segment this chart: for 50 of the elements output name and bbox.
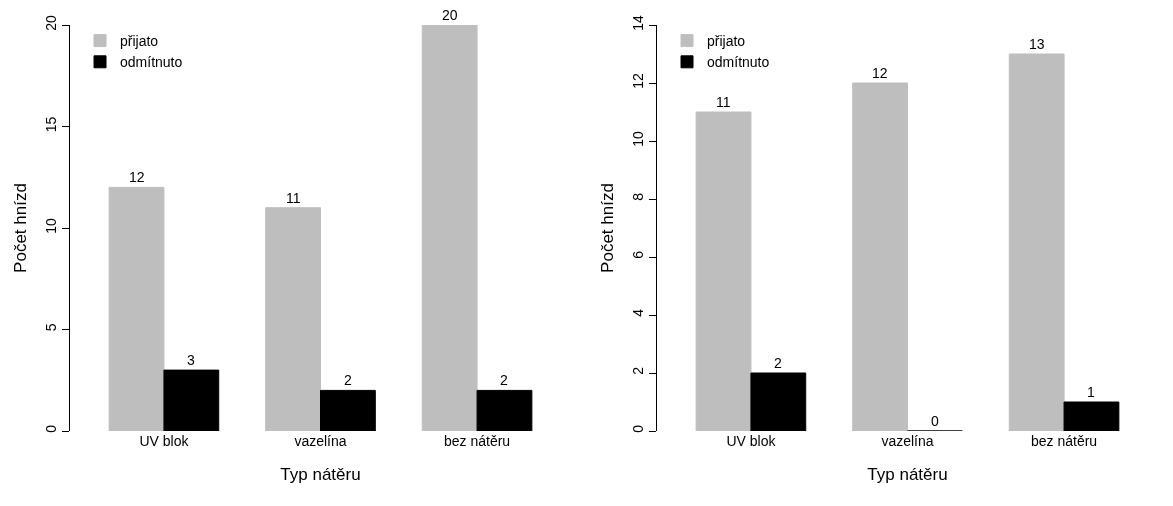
y-tick-label: 6 [630, 250, 647, 259]
y-tick-label: 4 [630, 308, 647, 317]
bar [265, 207, 321, 431]
data-label: 11 [716, 94, 731, 110]
x-tick-label: UV blok [139, 433, 190, 449]
y-tick-label: 8 [630, 192, 647, 201]
data-label: 0 [931, 413, 939, 429]
data-label: 2 [500, 372, 508, 388]
y-tick-label: 15 [43, 116, 60, 133]
x-tick-label: bez nátěru [1030, 433, 1098, 449]
y-tick-label: 0 [630, 424, 647, 433]
y-tick-label: 12 [630, 72, 647, 89]
x-tick-label: UV blok [726, 433, 777, 449]
data-label: 1 [1087, 384, 1095, 400]
y-axis-title: Počet hnízd [10, 183, 30, 273]
y-tick-label: 0 [43, 424, 60, 433]
legend-label: přijato [707, 33, 746, 50]
y-tick-label: 10 [630, 130, 647, 147]
y-tick-label: 20 [43, 14, 60, 31]
data-label: 11 [286, 190, 301, 206]
bar [476, 389, 533, 431]
data-label: 2 [774, 355, 782, 371]
legend-label: odmítnuto [707, 54, 770, 71]
bar [1063, 401, 1120, 431]
data-label: 2 [344, 372, 352, 388]
data-label: 3 [187, 352, 195, 368]
data-label: 12 [872, 65, 888, 81]
legend-label: odmítnuto [120, 54, 183, 71]
x-tick-label: vazelína [294, 433, 347, 449]
data-label: 20 [442, 7, 458, 23]
legend-label: přijato [120, 33, 159, 50]
bar [1008, 53, 1065, 431]
x-tick-label: bez nátěru [443, 433, 511, 449]
y-tick-label: 2 [630, 366, 647, 375]
y-axis-title: Počet hnízd [597, 183, 617, 273]
bar [852, 82, 908, 431]
x-axis-title: Typ nátěru [867, 465, 948, 485]
y-tick-label: 10 [43, 217, 60, 234]
data-label: 12 [129, 169, 145, 185]
x-tick-label: vazelína [881, 433, 934, 449]
bar [695, 111, 752, 431]
x-axis-title: Typ nátěru [280, 465, 361, 485]
data-label: 13 [1029, 36, 1045, 52]
bar [421, 25, 478, 431]
bar [750, 372, 807, 431]
bar [320, 389, 376, 431]
y-tick-label: 5 [43, 323, 60, 332]
y-tick-label: 14 [630, 14, 647, 31]
bar [163, 369, 220, 431]
bar [108, 186, 165, 431]
